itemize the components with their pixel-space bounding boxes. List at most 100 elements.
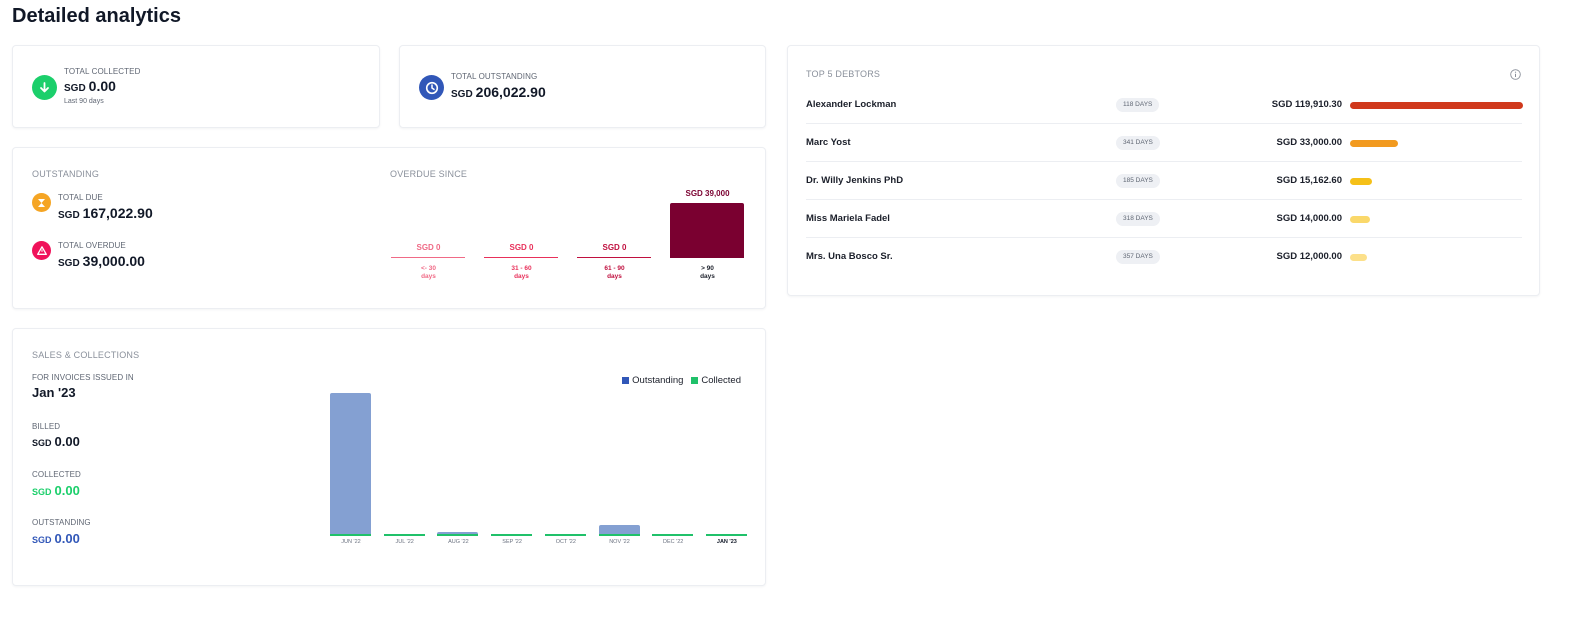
overdue-bar-amount: SGD 0 xyxy=(416,243,441,252)
top-debtors-card: TOP 5 DEBTORS Alexander Lockman 118 DAYS S… xyxy=(787,45,1540,296)
debtor-bar xyxy=(1350,216,1371,223)
collected-bar[interactable] xyxy=(383,534,425,536)
x-tick-label: SEP '22 xyxy=(502,539,522,545)
collected-bar[interactable] xyxy=(544,534,586,536)
x-tick-label: NOV '22 xyxy=(609,539,630,545)
debtor-amount: SGD 33,000.00 xyxy=(1276,137,1343,148)
debtor-days-badge: 318 DAYS xyxy=(1116,212,1160,226)
overdue-range-unit: days xyxy=(514,273,529,280)
debtor-name[interactable]: Alexander Lockman xyxy=(806,99,897,110)
debtor-days-badge: 118 DAYS xyxy=(1116,98,1160,112)
legend-outstanding-swatch xyxy=(622,377,630,384)
total-overdue-amount: SGD 39,000.00 xyxy=(58,253,145,269)
top-debtors-title: TOP 5 DEBTORS xyxy=(806,69,881,79)
sales-title: SALES & COLLECTIONS xyxy=(32,350,140,360)
total-collected-amount: SGD 0.00 xyxy=(64,78,116,94)
debtor-row[interactable]: Miss Mariela Fadel 318 DAYS SGD 14,000.00 xyxy=(806,200,1522,238)
collected-bar[interactable] xyxy=(598,534,640,536)
x-tick-label: AUG '22 xyxy=(448,539,469,545)
total-collected-note: Last 90 days xyxy=(64,98,104,105)
outstanding-bar[interactable] xyxy=(598,525,640,535)
overdue-bar[interactable] xyxy=(484,257,558,258)
overdue-range-text: 31 - 60 xyxy=(511,265,532,272)
debtor-amount: SGD 15,162.60 xyxy=(1276,175,1343,186)
x-tick-label: OCT '22 xyxy=(555,539,576,545)
debtor-bar xyxy=(1350,178,1372,185)
billed-amount: SGD 0.00 xyxy=(32,434,80,449)
debtor-amount: SGD 14,000.00 xyxy=(1276,213,1343,224)
overdue-bar-amount: SGD 0 xyxy=(509,243,534,252)
arrow-down-icon xyxy=(32,75,57,100)
overdue-range-text: > 90 xyxy=(701,265,714,272)
debtor-row[interactable]: Marc Yost 341 DAYS SGD 33,000.00 xyxy=(806,124,1522,162)
overdue-bar-range: > 90 days xyxy=(670,265,745,281)
x-tick-label: JUL '22 xyxy=(395,539,414,545)
debtor-bar xyxy=(1350,254,1368,261)
overdue-bar[interactable] xyxy=(577,257,651,258)
collected-bar[interactable] xyxy=(437,534,479,536)
debtor-days-badge: 341 DAYS xyxy=(1116,136,1160,150)
total-outstanding-label: TOTAL OUTSTANDING xyxy=(451,72,538,81)
debtor-amount: SGD 12,000.00 xyxy=(1276,251,1343,262)
debtor-row[interactable]: Mrs. Una Bosco Sr. 357 DAYS SGD 12,000.00 xyxy=(806,238,1522,276)
billed-label: BILLED xyxy=(32,422,61,431)
legend-outstanding-label: Outstanding xyxy=(632,375,684,386)
debtor-bar xyxy=(1350,102,1523,109)
outstanding-title: OUTSTANDING xyxy=(32,169,100,179)
clock-icon xyxy=(419,75,444,100)
collected-amount: SGD 0.00 xyxy=(32,483,80,498)
outstanding-card: OUTSTANDING TOTAL DUE SGD 167,022.90 TOTA… xyxy=(12,147,766,309)
debtor-name[interactable]: Mrs. Una Bosco Sr. xyxy=(806,251,893,262)
total-outstanding-card: TOTAL OUTSTANDING SGD 206,022.90 xyxy=(399,45,766,128)
outstanding-bar[interactable] xyxy=(437,532,479,535)
info-icon[interactable] xyxy=(1510,67,1521,85)
legend-outstanding[interactable]: Outstanding xyxy=(622,375,683,386)
issued-in-label: FOR INVOICES ISSUED IN xyxy=(32,373,134,382)
legend-collected[interactable]: Collected xyxy=(691,375,741,386)
issued-in-value: Jan '23 xyxy=(32,385,76,400)
x-tick-label: JUN '22 xyxy=(341,539,361,545)
hourglass-icon xyxy=(32,193,51,212)
debtor-name[interactable]: Miss Mariela Fadel xyxy=(806,213,890,224)
overdue-range-unit: days xyxy=(700,273,715,280)
overdue-bar-amount: SGD 39,000 xyxy=(685,189,730,198)
debtor-row[interactable]: Alexander Lockman 118 DAYS SGD 119,910.30 xyxy=(806,86,1523,124)
overdue-bar-range: 61 - 90 days xyxy=(577,265,652,281)
legend-collected-swatch xyxy=(691,377,699,384)
collected-bar[interactable] xyxy=(330,534,371,536)
overdue-bar[interactable] xyxy=(670,203,744,258)
outstanding-label: OUTSTANDING xyxy=(32,518,91,527)
debtor-name[interactable]: Dr. Willy Jenkins PhD xyxy=(806,175,904,186)
total-due-label: TOTAL DUE xyxy=(58,193,103,202)
overdue-range-unit: days xyxy=(421,273,436,280)
debtor-row[interactable]: Dr. Willy Jenkins PhD 185 DAYS SGD 15,162.… xyxy=(806,162,1522,200)
total-collected-label: TOTAL COLLECTED xyxy=(64,67,141,76)
outstanding-amount: SGD 0.00 xyxy=(32,531,80,546)
overdue-range-text: 61 - 90 xyxy=(604,265,625,272)
total-due-amount: SGD 167,022.90 xyxy=(58,205,153,221)
overdue-bar[interactable] xyxy=(391,257,465,258)
debtor-bar xyxy=(1350,140,1398,147)
outstanding-bar[interactable] xyxy=(330,393,371,535)
collected-bar[interactable] xyxy=(705,534,747,536)
chart-legend: Outstanding Collected xyxy=(622,375,741,386)
collected-bar[interactable] xyxy=(491,534,533,536)
total-collected-card: TOTAL COLLECTED SGD 0.00 Last 90 days xyxy=(12,45,380,128)
overdue-range-text: <- 30 xyxy=(421,265,436,272)
x-tick-label: JAN '23 xyxy=(716,539,737,545)
page-title: Detailed analytics xyxy=(12,5,181,27)
collected-label: COLLECTED xyxy=(32,470,81,479)
total-overdue-label: TOTAL OVERDUE xyxy=(58,241,126,250)
overdue-range-unit: days xyxy=(607,273,622,280)
debtor-name[interactable]: Marc Yost xyxy=(806,137,851,148)
overdue-bar-range: 31 - 60 days xyxy=(484,265,559,281)
overdue-bar-range: <- 30 days xyxy=(391,265,466,281)
warning-icon xyxy=(32,241,51,260)
debtor-days-badge: 185 DAYS xyxy=(1116,174,1160,188)
sales-collections-card: SALES & COLLECTIONS FOR INVOICES ISSUED … xyxy=(12,328,766,586)
collected-bar[interactable] xyxy=(652,534,694,536)
debtor-amount: SGD 119,910.30 xyxy=(1271,99,1342,110)
legend-collected-label: Collected xyxy=(701,375,741,386)
overdue-since-title: OVERDUE SINCE xyxy=(390,169,468,179)
total-outstanding-amount: SGD 206,022.90 xyxy=(451,84,546,100)
